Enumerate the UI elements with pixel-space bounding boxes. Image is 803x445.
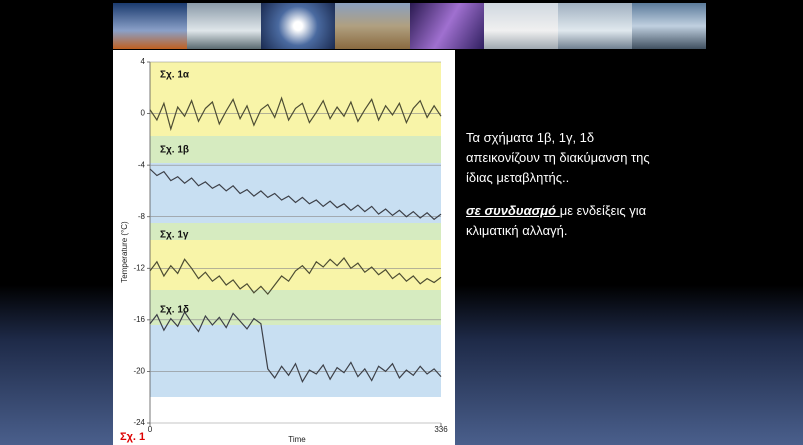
text-line: απεικονίζουν τη διακύμανση της [466, 148, 650, 168]
text-line: σε συνδυασμό με ενδείξεις για [466, 201, 650, 221]
y-tick-label: -4 [138, 160, 146, 169]
text: με ενδείξεις για [560, 203, 646, 218]
y-axis-label: Temperature (°C) [120, 221, 129, 283]
series-label: Σχ. 1γ [160, 230, 189, 241]
text-line: ίδιας μεταβλητής.. [466, 168, 650, 188]
x-tick-label: 0 [148, 425, 153, 434]
text-line: Τα σχήματα 1β, 1γ, 1δ [466, 128, 650, 148]
chart: Temperature (°C) Time Σχ. 1 4 0 -4 -8 -12 -16… [0, 0, 803, 445]
text-line: κλιματική αλλαγή. [466, 221, 650, 241]
series-label: Σχ. 1α [160, 70, 190, 81]
figure-label: Σχ. 1 [120, 431, 145, 443]
y-tick-label: -8 [138, 212, 146, 221]
slide: Temperature (°C) Time Σχ. 1 4 0 -4 -8 -12 -16… [0, 0, 803, 445]
emphasis: σε συνδυασμό [466, 203, 560, 218]
series-label: Σχ. 1β [160, 145, 189, 156]
x-tick-label: 336 [434, 425, 448, 434]
y-tick-label: -20 [133, 367, 145, 376]
y-tick-label: 0 [141, 109, 146, 118]
y-tick-label: 4 [141, 57, 146, 66]
x-axis-label: Time [288, 435, 306, 444]
y-tick-label: -24 [133, 418, 145, 427]
slide-text: Τα σχήματα 1β, 1γ, 1δ απεικονίζουν τη δι… [466, 128, 650, 241]
series-label: Σχ. 1δ [160, 305, 189, 316]
bands [150, 62, 441, 397]
y-tick-label: -16 [133, 315, 145, 324]
y-tick-label: -12 [133, 263, 145, 272]
